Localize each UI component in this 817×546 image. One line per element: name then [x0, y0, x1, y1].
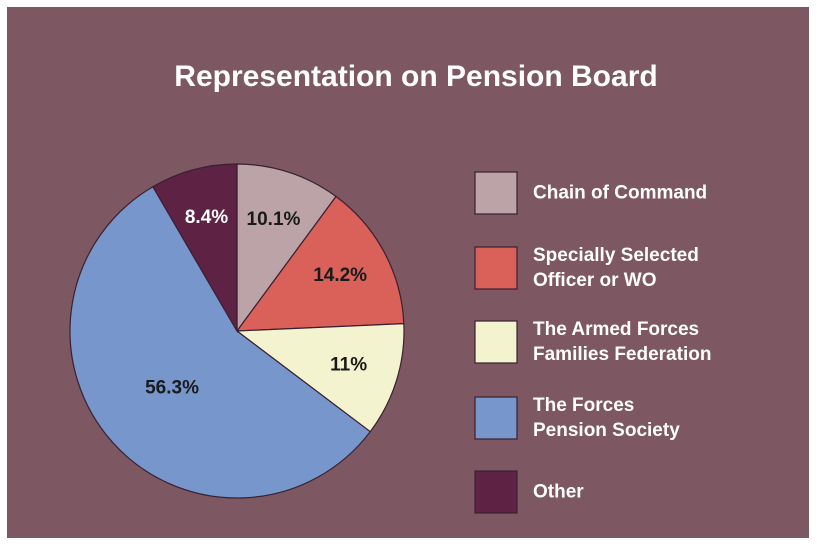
legend-label: Specially Selected Officer or WO — [533, 245, 699, 291]
legend-swatch — [474, 246, 518, 290]
pie-slice — [235, 195, 405, 332]
legend-label: Other — [533, 481, 584, 503]
legend-swatch — [474, 396, 518, 440]
data-label: 10.1% — [247, 209, 301, 230]
legend-label: The Armed Forces Families Federation — [533, 319, 712, 365]
chart-title: Representation on Pension Board — [174, 60, 657, 93]
pie-slice — [236, 163, 337, 333]
data-label: 11% — [330, 355, 367, 376]
legend-label: Chain of Command — [533, 182, 708, 204]
legend-label: The Forces Pension Society — [533, 395, 680, 441]
data-label: 8.4% — [185, 207, 228, 228]
legend-swatch — [474, 320, 518, 364]
data-label: 56.3% — [145, 378, 199, 399]
legend-swatch — [474, 470, 518, 514]
pie-slice — [235, 323, 405, 433]
pie-slice — [69, 185, 372, 499]
pie-slice — [152, 163, 238, 334]
legend-swatch — [474, 171, 518, 215]
data-label: 14.2% — [313, 265, 367, 286]
